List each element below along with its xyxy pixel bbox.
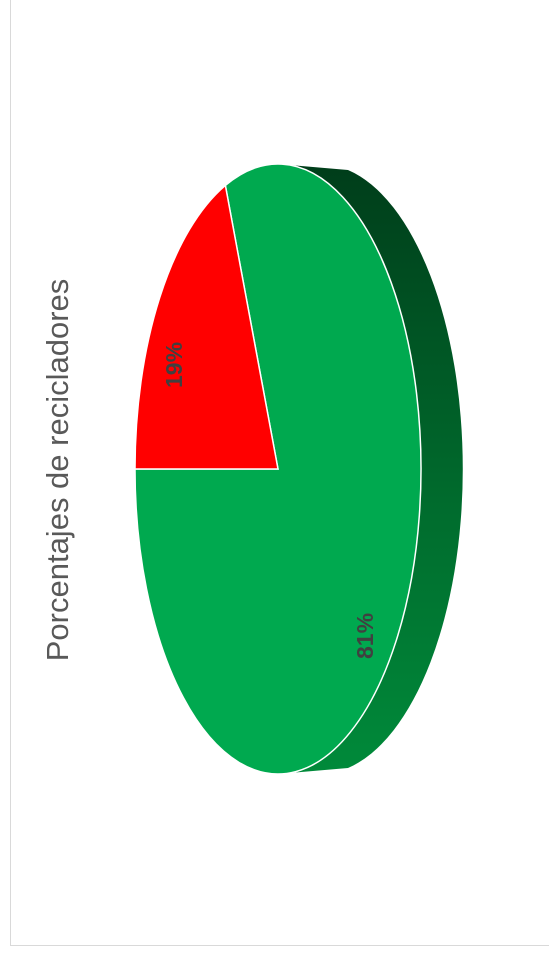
chart-title: Porcentajes de recicladores: [40, 279, 75, 662]
pie-slices: [134, 163, 422, 775]
pie-slice-19: [134, 184, 279, 470]
data-label-81: 81%: [352, 613, 378, 659]
pie-side-face: [278, 164, 463, 774]
pie-data-labels: 19% 81%: [161, 342, 378, 659]
data-label-19: 19%: [161, 342, 187, 388]
pie-side-depth: [278, 164, 463, 774]
